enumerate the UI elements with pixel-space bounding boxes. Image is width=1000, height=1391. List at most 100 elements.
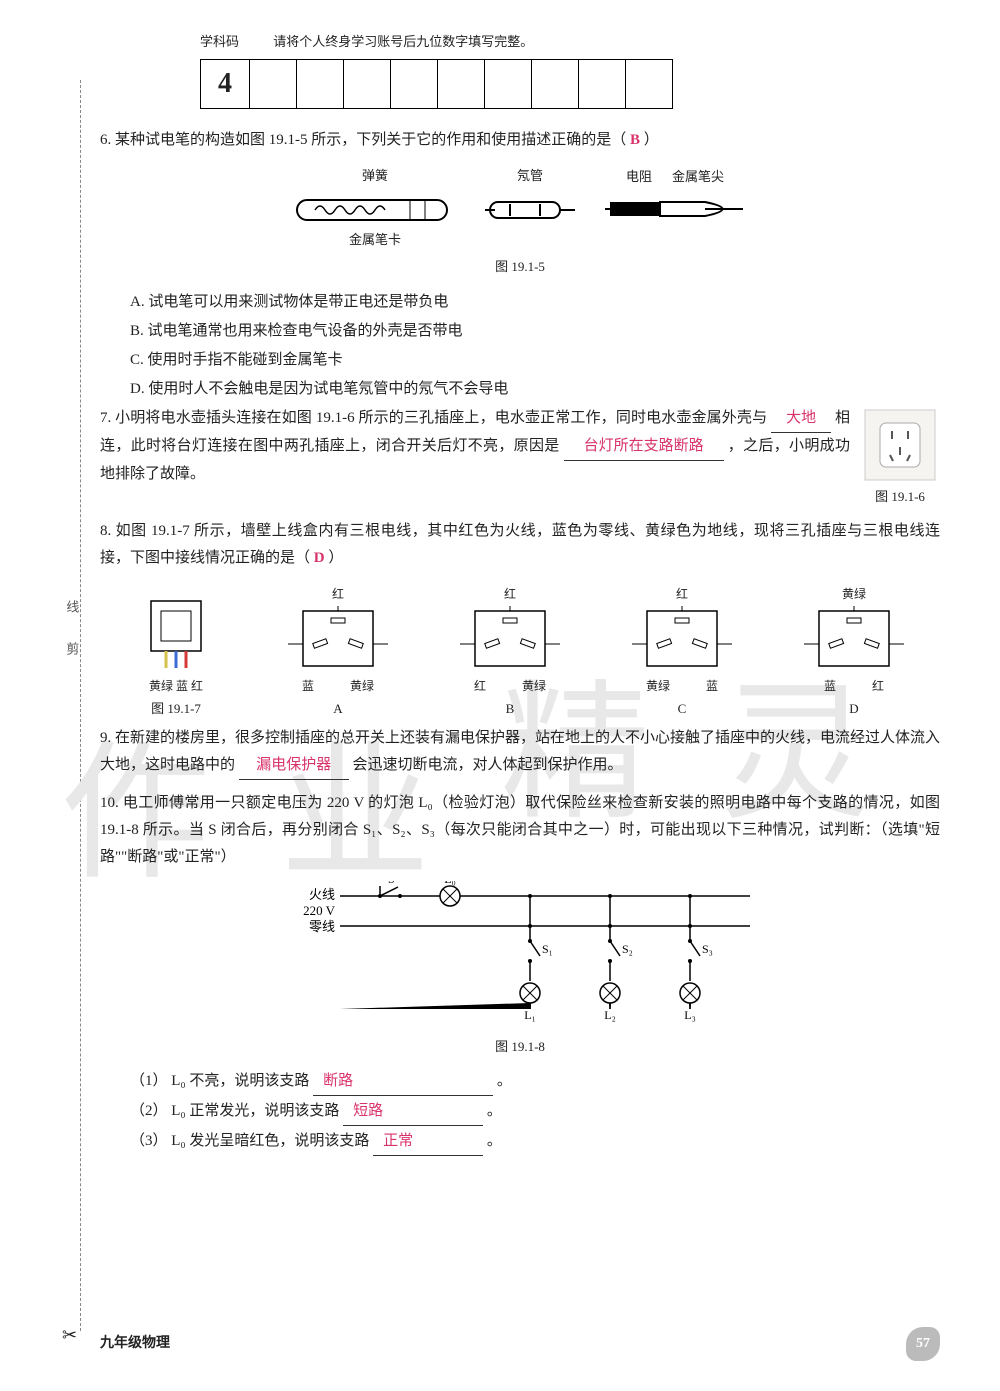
footer-page: 57 [906,1327,940,1361]
figure-19-1-5: 弹簧 金属笔卡 氖管 电阻金属笔尖 [100,164,940,251]
q10-p2-tail: 。 [487,1103,502,1119]
q6-options: A. 试电笔可以用来测试物体是带正电还是带负电 B. 试电笔通常也用来检查电气设… [130,289,940,403]
code-box[interactable] [531,59,579,109]
q6-opt-d: D. 使用时人不会触电是因为试电笔氖管中的氖气不会导电 [130,376,940,403]
opt-d-top: 黄绿 [799,584,909,606]
opt-a-top: 红 [283,584,393,606]
opt-c-left: 黄绿 [646,679,670,693]
q10-parts: （1） L₀ 不亮，说明该支路 断路 。 （2） L₀ 正常发光，说明该支路 短… [130,1068,940,1156]
opt-label-b: B [455,697,565,720]
header-row: 学科码 请将个人终身学习账号后九位数字填写完整。 [200,30,940,53]
cut-line [80,80,81,1331]
q10-p2-a[interactable]: 短路 [343,1098,483,1126]
label-resistor: 电阻 [626,165,652,188]
fig-19-1-6-label: 图 19.1-6 [860,485,940,508]
opt-label-a: A [283,697,393,720]
svg-text:S: S [388,881,395,886]
code-box[interactable] [343,59,391,109]
q6-text: 某种试电笔的构造如图 19.1-5 所示，下列关于它的作用和使用描述正确的是（ [115,132,626,148]
opt-b-right: 黄绿 [522,679,546,693]
opt-label-c: C [627,697,737,720]
footer-grade: 九年级物理 [100,1331,170,1356]
figure-19-1-7-row: 黄绿 蓝 红 图 19.1-7 红 蓝 黄绿 A 红 红 黄绿 B 红 黄绿 蓝… [100,584,940,721]
svg-text:L₀: L₀ [444,881,456,886]
label-spring: 弹簧 [362,164,388,187]
fig-19-1-8-label: 图 19.1-8 [100,1035,940,1058]
q10-p2-n: （2） [130,1103,168,1119]
q8-num: 8. [100,523,111,539]
figure-19-1-6: 图 19.1-6 [860,405,940,508]
q7-blank-2[interactable]: 台灯所在支路断路 [564,433,724,461]
svg-text:S₁: S₁ [542,942,553,956]
q9-text-b: 会迅速切断电流，对人体起到保护作用。 [353,757,623,773]
q10-p1-tail: 。 [497,1073,512,1089]
q10-p3-tail: 。 [487,1133,502,1149]
q10-p2-t: L₀ 正常发光，说明该支路 [171,1103,339,1119]
code-box[interactable] [625,59,673,109]
wire-blue: 蓝 [176,679,188,693]
opt-b-left: 红 [474,679,486,693]
code-boxes: 4 [200,59,940,109]
question-7: 图 19.1-6 7. 小明将电水壶插头连接在如图 19.1-6 所示的三孔插座… [100,405,940,508]
q10-text: 电工师傅常用一只额定电压为 220 V 的灯泡 L₀（检验灯泡）取代保险丝来检查… [100,795,940,865]
svg-text:S₂: S₂ [622,942,633,956]
page-footer: 九年级物理 57 [100,1327,940,1361]
q7-text-a: 小明将电水壶插头连接在如图 19.1-6 所示的三孔插座上，电水壶正常工作，同时… [115,410,767,426]
code-box[interactable] [249,59,297,109]
code-box[interactable] [390,59,438,109]
fig-19-1-7-label: 图 19.1-7 [131,697,221,720]
q7-blank-1[interactable]: 大地 [771,405,831,433]
q8-text-end: ） [328,550,343,566]
q10-num: 10. [100,795,119,811]
margin-label: 线 剪 [60,600,83,663]
opt-d-left: 蓝 [824,679,836,693]
scissor-icon: ✂ [62,1319,77,1351]
code-box[interactable] [296,59,344,109]
svg-text:S₃: S₃ [702,942,713,956]
q9-blank-1[interactable]: 漏电保护器 [239,752,349,780]
code-box[interactable] [437,59,485,109]
svg-text:火线: 火线 [309,887,335,902]
figure-19-1-8: 火线 220 V 零线 S L₀ S₁ [100,881,940,1058]
q10-p3-t: L₀ 发光呈暗红色，说明该支路 [171,1133,369,1149]
q6-opt-a: A. 试电笔可以用来测试物体是带正电还是带负电 [130,289,940,316]
svg-text:220 V: 220 V [303,903,336,918]
opt-a-left: 蓝 [302,679,314,693]
q10-p3-a[interactable]: 正常 [373,1128,483,1156]
q8-text: 如图 19.1-7 所示，墙壁上线盒内有三根电线，其中红色为火线，蓝色为零线、黄… [100,523,940,566]
q6-text-end: ） [644,132,659,148]
q6-opt-b: B. 试电笔通常也用来检查电气设备的外壳是否带电 [130,318,940,345]
question-10: 10. 电工师傅常用一只额定电压为 220 V 的灯泡 L₀（检验灯泡）取代保险… [100,790,940,871]
code-box-filled: 4 [200,59,250,109]
q9-num: 9. [100,730,111,746]
q7-num: 7. [100,410,111,426]
q6-opt-c: C. 使用时手指不能碰到金属笔卡 [130,347,940,374]
svg-text:L₂: L₂ [604,1008,616,1022]
opt-a-right: 黄绿 [350,679,374,693]
svg-text:L₁: L₁ [524,1008,536,1022]
q10-p3-n: （3） [130,1133,168,1149]
question-6: 6. 某种试电笔的构造如图 19.1-5 所示，下列关于它的作用和使用描述正确的… [100,127,940,154]
label-tip: 金属笔尖 [672,165,724,188]
q10-p1-a[interactable]: 断路 [313,1068,493,1096]
q8-answer: D [314,550,325,566]
opt-d-right: 红 [872,679,884,693]
code-label: 学科码 [200,30,270,53]
label-neon: 氖管 [517,164,543,187]
q10-p1-t: L₀ 不亮，说明该支路 [171,1073,309,1089]
question-8: 8. 如图 19.1-7 所示，墙壁上线盒内有三根电线，其中红色为火线，蓝色为零… [100,518,940,572]
svg-text:零线: 零线 [309,919,335,934]
code-box[interactable] [484,59,532,109]
q6-answer: B [630,132,640,148]
code-box[interactable] [578,59,626,109]
question-9: 9. 在新建的楼房里，很多控制插座的总开关上还装有漏电保护器，站在地上的人不小心… [100,725,940,780]
wire-red: 红 [191,679,203,693]
opt-b-top: 红 [455,584,565,606]
opt-c-right: 蓝 [706,679,718,693]
wire-yg: 黄绿 [149,679,173,693]
fig-19-1-5-label: 图 19.1-5 [100,255,940,278]
opt-label-d: D [799,697,909,720]
opt-c-top: 红 [627,584,737,606]
label-clip: 金属笔卡 [349,228,401,251]
svg-text:L₃: L₃ [684,1008,696,1022]
